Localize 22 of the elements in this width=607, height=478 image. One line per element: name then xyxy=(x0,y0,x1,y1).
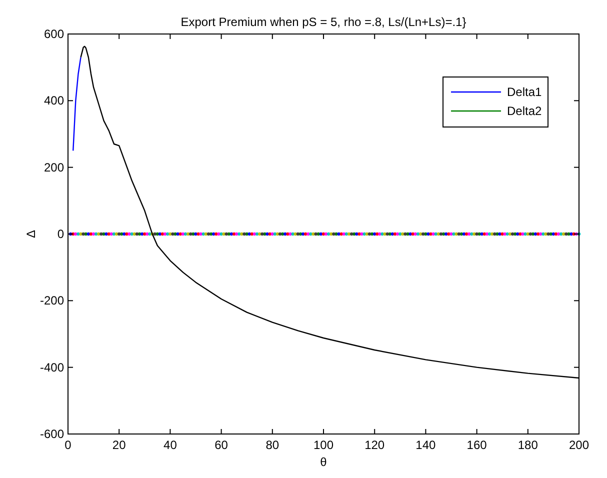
x-tick-label: 80 xyxy=(266,438,280,452)
legend-label: Delta2 xyxy=(507,104,542,118)
y-axis-title: Δ xyxy=(24,230,38,238)
y-tick-label: -600 xyxy=(40,427,64,441)
x-tick-label: 160 xyxy=(466,438,488,452)
x-tick-label: 140 xyxy=(416,438,436,452)
x-tick-label: 120 xyxy=(364,438,385,452)
chart-title: Export Premium when pS = 5, rho =.8, Ls/(Ln+Ls)=.1} xyxy=(180,15,466,29)
x-axis-title: θ xyxy=(320,455,328,469)
legend-label: Delta1 xyxy=(507,85,542,99)
y-tick-label: 0 xyxy=(57,227,64,241)
y-tick-label: 200 xyxy=(44,160,64,174)
y-tick-label: -200 xyxy=(40,294,64,308)
x-tick-label: 100 xyxy=(313,438,334,452)
x-tick-label: 180 xyxy=(518,438,538,452)
x-tick-label: 60 xyxy=(214,438,228,452)
y-tick-label: -400 xyxy=(40,360,64,374)
y-tick-label: 600 xyxy=(44,27,64,41)
x-tick-label: 20 xyxy=(112,438,126,452)
x-tick-label: 40 xyxy=(164,438,178,452)
x-tick-label: 200 xyxy=(568,438,590,452)
y-tick-label: 400 xyxy=(44,94,64,108)
